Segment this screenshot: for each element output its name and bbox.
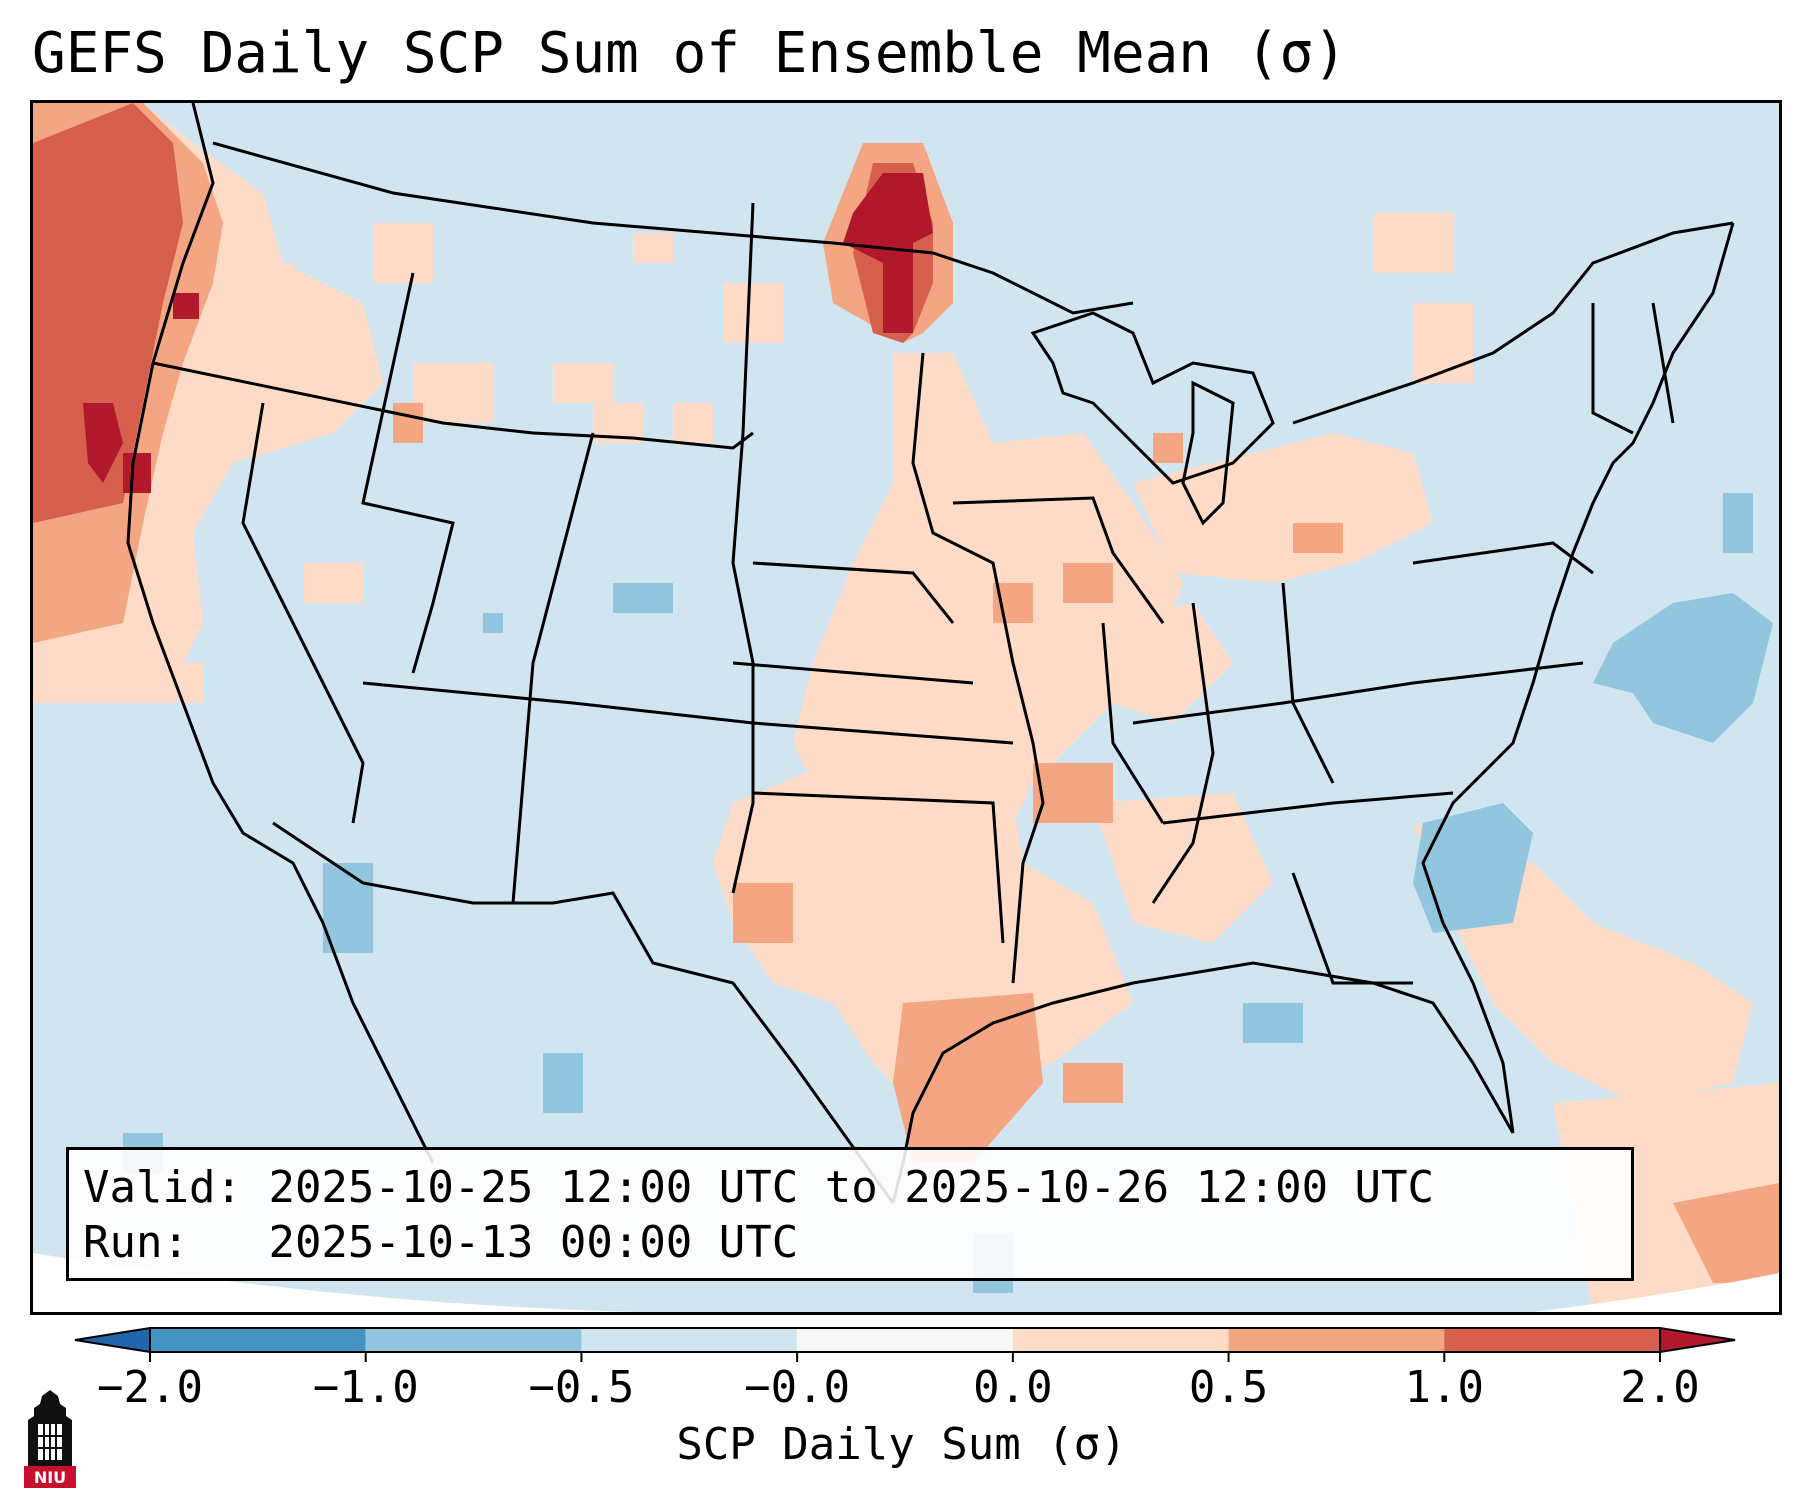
niu-building-icon: NIU [24,1390,76,1488]
valid-label: Valid: [83,1162,242,1213]
anomaly-region-north-dakota [823,143,953,343]
colorbar-tick-label: −0.5 [528,1362,635,1413]
state-boundaries [126,103,1735,1204]
projection-edge [33,1253,633,1312]
valid-time-box: Valid: 2025-10-25 12:00 UTC to 2025-10-2… [66,1147,1634,1281]
colorbar-bin [581,1328,798,1352]
map-panel [30,100,1782,1315]
colorbar-outline [149,1327,1661,1353]
colorbar-bin [150,1328,366,1352]
colorbar-tick-label: −2.0 [97,1362,203,1413]
colorbar-tick-label: 0.5 [1188,1362,1269,1413]
colorbar-tick-label: −0.0 [744,1362,851,1413]
colorbar-bin [365,1328,582,1352]
colorbar-extend-high [1659,1326,1736,1354]
run-value: 2025-10-13 00:00 UTC [268,1217,799,1268]
niu-logo-text: NIU [34,1468,66,1487]
colorbar-bin [1444,1328,1660,1352]
colorbar-label: SCP Daily Sum (σ) [676,1419,1127,1470]
colorbar-tick-label: 1.0 [1404,1362,1485,1413]
colorbar-tick-label: 2.0 [1620,1362,1700,1413]
anomaly-region-pacific-northwest [33,103,383,703]
run-label: Run: [83,1217,189,1268]
valid-value: 2025-10-25 12:00 UTC to 2025-10-26 12:00… [268,1162,1435,1213]
colorbar-tick-label: 0.0 [973,1362,1053,1413]
anomaly-scatter-west [163,213,1473,703]
projection-edge-right [1533,1273,1779,1312]
colorbar-extend-low [74,1326,151,1354]
colorbar-bin [797,1328,1013,1352]
map-title: GEFS Daily SCP Sum of Ensemble Mean (σ) [32,21,1347,86]
anomaly-negatives [123,493,1773,1293]
anomaly-medium-positives [393,403,1343,1163]
anomaly-map [33,103,1779,1312]
colorbar-bin [1228,1328,1445,1352]
colorbar-tick-label: −1.0 [312,1362,419,1413]
colorbar-bin [1012,1328,1229,1352]
colorbar [74,1326,1736,1362]
